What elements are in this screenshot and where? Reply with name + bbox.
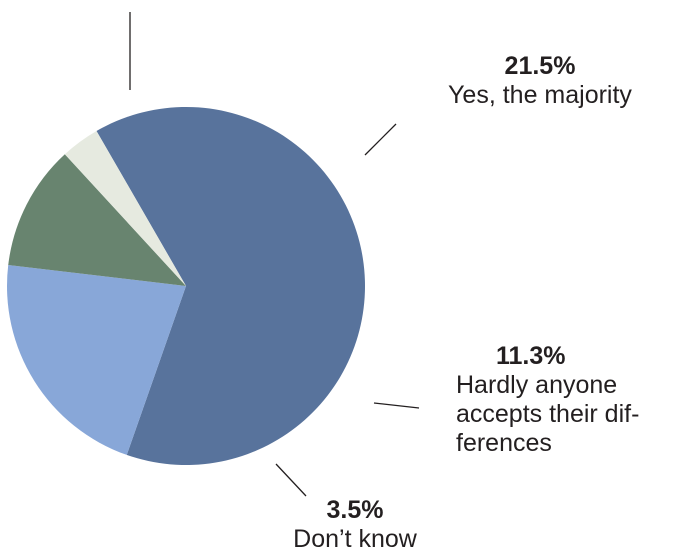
pct-hardly-anyone: 11.3% [496,342,566,370]
pct-dont-know: 3.5% [326,496,384,524]
leader-line-hardly-anyone [373,402,420,409]
slice-dont-know [64,130,186,286]
text-dont-know: Don’t know [293,525,417,553]
pie-slices [6,106,365,465]
label-dont-know: 3.5% Don’t know [250,496,460,554]
slice-yes-majority [6,265,187,455]
slice-other [96,106,365,465]
label-yes-majority: 21.5% Yes, the majority [410,52,670,110]
slice-hardly-anyone [8,154,187,286]
text-yes-majority: Yes, the majority [448,81,632,109]
leader-line-yes-majority [364,123,397,156]
label-hardly-anyone: 11.3% Hardly anyone accepts their dif- f… [456,342,688,458]
text-hardly-anyone-line3: ferences [456,429,552,457]
pct-yes-majority: 21.5% [504,52,576,80]
text-hardly-anyone-line1: Hardly anyone [456,371,618,399]
leader-line-dont-know [275,463,307,497]
text-hardly-anyone-line2: accepts their dif- [456,400,640,428]
leader-lines [129,12,420,497]
